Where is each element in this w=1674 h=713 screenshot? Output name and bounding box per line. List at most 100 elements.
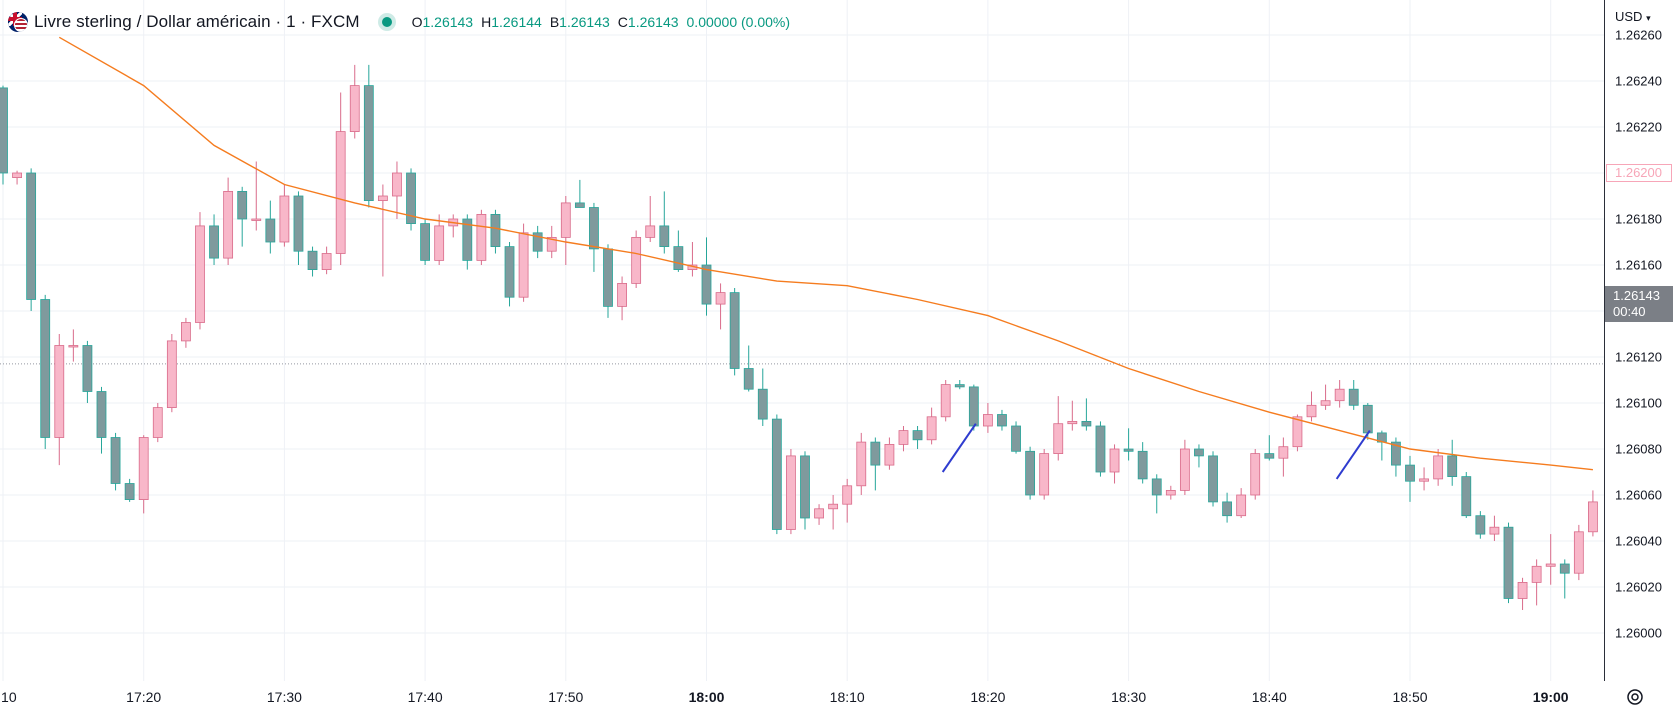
currency-button[interactable]: USD ▾	[1615, 9, 1651, 24]
candle-body	[40, 299, 51, 438]
candle	[1376, 430, 1387, 461]
candle-body	[138, 437, 149, 500]
candle	[1517, 577, 1528, 610]
candle	[1531, 559, 1542, 606]
candle-body	[574, 202, 585, 208]
candle	[1405, 455, 1415, 502]
candle-body	[1334, 388, 1345, 402]
candle-body	[1025, 450, 1036, 496]
time-tick-label: 18:10	[829, 689, 865, 705]
candle-body	[82, 345, 93, 392]
candle-body	[1151, 478, 1162, 496]
candle-body	[842, 485, 853, 505]
candle-body	[321, 253, 332, 271]
candle	[40, 294, 51, 449]
candle	[1545, 534, 1556, 585]
settings-button[interactable]	[1624, 686, 1646, 708]
price-tick-label: 1.26060	[1615, 487, 1662, 503]
candle	[1264, 435, 1275, 461]
candle-body	[856, 441, 867, 487]
candle	[335, 92, 346, 265]
candle	[1208, 451, 1218, 507]
time-tick-label: 18:50	[1392, 689, 1428, 705]
low-value: 1.26143	[559, 14, 610, 30]
candle	[237, 186, 248, 247]
candle	[166, 334, 177, 413]
candle	[195, 212, 205, 330]
candle-body	[1067, 420, 1078, 425]
candle-body	[870, 441, 881, 466]
candle	[96, 386, 107, 454]
candle	[251, 161, 262, 231]
time-tick-label: 19:00	[1532, 689, 1569, 705]
price-tick-label: 1.26220	[1615, 119, 1662, 135]
candle-body	[814, 508, 824, 519]
candle-body	[659, 225, 670, 247]
candle	[856, 432, 867, 495]
candle	[1334, 380, 1345, 408]
price-tick-label: 1.26040	[1615, 533, 1662, 549]
candle	[363, 64, 374, 208]
candle-body	[251, 218, 262, 221]
candle-body	[1320, 400, 1331, 406]
candle	[448, 214, 459, 238]
chevron-down-icon: ▾	[1646, 13, 1651, 23]
candle-body	[1011, 425, 1021, 452]
candle-body	[743, 368, 754, 390]
candle	[1179, 439, 1190, 495]
trendline	[941, 423, 977, 473]
candle-body	[1391, 441, 1401, 466]
candle	[1222, 492, 1232, 523]
candle	[560, 196, 571, 265]
moving-average-line	[58, 36, 1593, 471]
candle-body	[1306, 404, 1317, 418]
symbol-title[interactable]: Livre sterling / Dollar américain · 1 · …	[34, 12, 360, 31]
candle-body	[898, 430, 909, 445]
candle-body	[729, 292, 740, 369]
candle	[209, 214, 219, 265]
candle-body	[617, 282, 627, 307]
candle	[279, 184, 290, 247]
price-axis[interactable]: USD ▾ 1.26260 1.26240 1.26220 1.26200 1.2618…	[1605, 0, 1674, 711]
price-chart[interactable]	[0, 0, 1605, 681]
candle-body	[181, 322, 191, 342]
change-value: 0.00000 (0.00%)	[686, 14, 791, 30]
candle	[1151, 474, 1162, 514]
candle-body	[96, 391, 107, 438]
candle-body	[757, 388, 768, 420]
candle-body	[166, 340, 177, 408]
candle-body	[1348, 388, 1359, 406]
candle	[518, 223, 529, 302]
time-tick-label: 18:00	[688, 689, 725, 705]
chart-pane[interactable]: Livre sterling / Dollar américain · 1 · …	[0, 0, 1605, 681]
candle-body	[673, 246, 684, 271]
price-tick-label: 1.26160	[1615, 257, 1662, 273]
time-axis[interactable]: 7:10 17:20 17:30 17:40 17:50 18:00 18:10 18:20 1…	[0, 681, 1605, 711]
candle	[0, 85, 8, 185]
candle	[1067, 400, 1078, 431]
candle	[265, 200, 276, 254]
trendline	[1335, 430, 1371, 480]
candle	[1123, 428, 1134, 461]
candle	[729, 288, 740, 376]
candle	[82, 340, 93, 403]
candle-body	[476, 213, 487, 261]
candle-body	[209, 225, 219, 259]
candle-body	[406, 172, 416, 224]
candle-body	[1531, 565, 1542, 583]
candle-body	[1433, 455, 1444, 480]
candle-body	[462, 218, 473, 261]
candle	[1461, 472, 1472, 518]
candle	[968, 384, 979, 431]
candle	[814, 504, 824, 525]
candle	[377, 184, 388, 277]
candle	[1081, 398, 1092, 431]
candle	[110, 432, 121, 491]
candle	[124, 478, 135, 502]
market-status-icon[interactable]	[381, 17, 392, 27]
candle-body	[997, 414, 1007, 427]
candle-body	[1559, 563, 1570, 574]
candle-body	[912, 430, 923, 441]
candle	[701, 237, 712, 316]
candle-body	[786, 455, 796, 530]
